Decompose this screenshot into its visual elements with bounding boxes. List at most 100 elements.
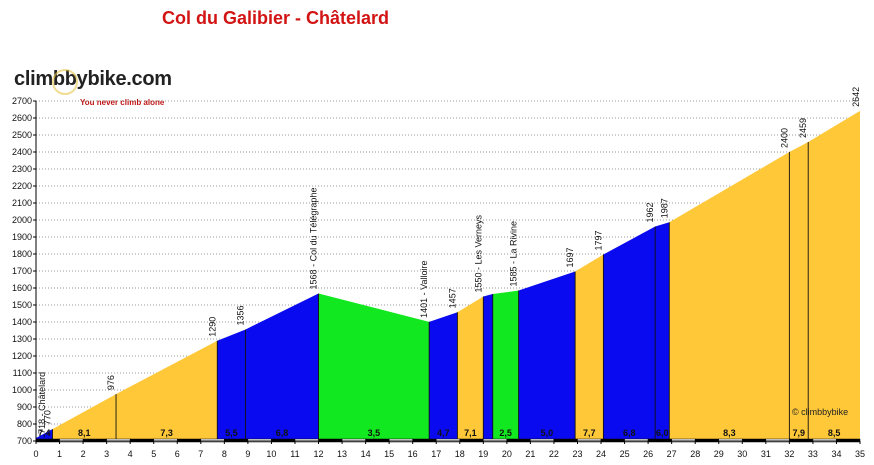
x-tick-label: 21 [525, 449, 535, 459]
logo-tagline: You never climb alone [80, 98, 165, 107]
x-tick-label: 9 [245, 449, 250, 459]
x-tick-label: 26 [643, 449, 653, 459]
x-tick-label: 2 [81, 449, 86, 459]
x-tick-label: 34 [831, 449, 841, 459]
gradient-label: 8,3 [723, 428, 736, 438]
x-tick-label: 14 [361, 449, 371, 459]
profile-segment [492, 290, 519, 441]
x-tick-label: 11 [290, 449, 299, 459]
axes: 7008009001000110012001300140015001600170… [12, 96, 865, 459]
y-tick-label: 1400 [12, 317, 32, 327]
gradient-labels: 7,4 8,1 7,3 5,5 6,8 3,5 4,7 7,1 2,5 5,0 7,7 6,8 6,0 8… [38, 428, 840, 438]
profile-segment [575, 254, 604, 441]
gradient-label: 6,0 [656, 428, 669, 438]
x-tick-label: 30 [737, 449, 747, 459]
profile-segment [789, 141, 809, 441]
x-tick-label: 18 [455, 449, 465, 459]
rider-logo-icon [52, 69, 78, 95]
y-tick-label: 2100 [12, 198, 32, 208]
gradient-label: 4,7 [437, 428, 450, 438]
gradient-label: 6,8 [276, 428, 289, 438]
gradient-label: 6,8 [623, 428, 636, 438]
copyright-label: © climbbybike [792, 407, 848, 417]
profile-segment [318, 293, 430, 441]
x-tick-label: 13 [337, 449, 347, 459]
y-tick-label: 800 [17, 419, 32, 429]
x-tick-label: 24 [596, 449, 606, 459]
y-tick-label: 700 [17, 436, 32, 446]
point-label: 770 [42, 410, 52, 425]
y-tick-label: 900 [17, 402, 32, 412]
x-tick-label: 12 [314, 449, 324, 459]
x-tick-label: 22 [549, 449, 559, 459]
gradient-label: 8,1 [78, 428, 91, 438]
x-tick-label: 8 [222, 449, 227, 459]
x-tick-label: 6 [175, 449, 180, 459]
profile-segment [603, 226, 656, 441]
point-label: 2642 [851, 87, 861, 107]
profile-segment [655, 222, 670, 441]
gradient-label: 7,1 [464, 428, 477, 438]
gradient-label: 7,3 [160, 428, 173, 438]
point-label: 1356 [236, 305, 246, 325]
y-tick-label: 2600 [12, 113, 32, 123]
x-tick-label: 16 [408, 449, 418, 459]
y-tick-label: 1200 [12, 351, 32, 361]
profile-segment [669, 152, 790, 441]
gradient-label: 2,5 [499, 428, 512, 438]
y-tick-label: 2400 [12, 147, 32, 157]
point-label: 1697 [565, 247, 575, 267]
point-label: 1987 [659, 198, 669, 218]
profile-segment [483, 293, 493, 441]
x-tick-label: 20 [502, 449, 512, 459]
y-tick-label: 1800 [12, 249, 32, 259]
x-tick-label: 29 [714, 449, 724, 459]
point-markers [52, 141, 809, 441]
y-tick-label: 1900 [12, 232, 32, 242]
profile-segment [808, 110, 860, 442]
point-label: 2459 [798, 118, 808, 138]
point-label: 976 [106, 375, 116, 390]
profile-segment [457, 296, 484, 441]
gradient-label: 5,5 [225, 428, 238, 438]
y-tick-label: 1700 [12, 266, 32, 276]
profile-segments [36, 110, 860, 442]
x-tick-label: 10 [266, 449, 276, 459]
y-tick-label: 2200 [12, 181, 32, 191]
y-tick-label: 1500 [12, 300, 32, 310]
point-label: 1290 [207, 317, 217, 337]
gradient-label: 7,7 [583, 428, 596, 438]
x-tick-label: 5 [151, 449, 156, 459]
y-tick-label: 2500 [12, 130, 32, 140]
profile-segment [52, 394, 117, 441]
gradient-label: 7,4 [38, 428, 51, 438]
x-tick-label: 33 [808, 449, 818, 459]
point-label: 1568 - Col du Télégraphe [309, 188, 319, 290]
x-tick-label: 0 [33, 449, 38, 459]
point-label: 1457 [447, 288, 457, 308]
gradient-label: 3,5 [368, 428, 381, 438]
x-tick-label: 7 [198, 449, 203, 459]
x-tick-label: 31 [761, 449, 771, 459]
x-tick-label: 32 [784, 449, 794, 459]
point-label: 1585 - La Rivine [509, 221, 519, 287]
profile-segment [217, 329, 246, 441]
chart-title: Col du Galibier - Châtelard [162, 8, 390, 28]
x-tick-label: 23 [572, 449, 582, 459]
x-tick-label: 27 [667, 449, 677, 459]
x-tick-label: 28 [690, 449, 700, 459]
gradient-label: 5,0 [541, 428, 554, 438]
point-label: 1962 [645, 202, 655, 222]
profile-segment [429, 312, 458, 441]
point-label: 1797 [593, 230, 603, 250]
x-tick-label: 3 [104, 449, 109, 459]
y-tick-label: 2000 [12, 215, 32, 225]
point-label: 2400 [779, 128, 789, 148]
y-tick-label: 2700 [12, 96, 32, 106]
y-tick-label: 2300 [12, 164, 32, 174]
point-label: 718 - Châtelard [37, 372, 47, 434]
x-tick-label: 17 [431, 449, 441, 459]
x-tick-label: 4 [128, 449, 133, 459]
y-tick-label: 1600 [12, 283, 32, 293]
